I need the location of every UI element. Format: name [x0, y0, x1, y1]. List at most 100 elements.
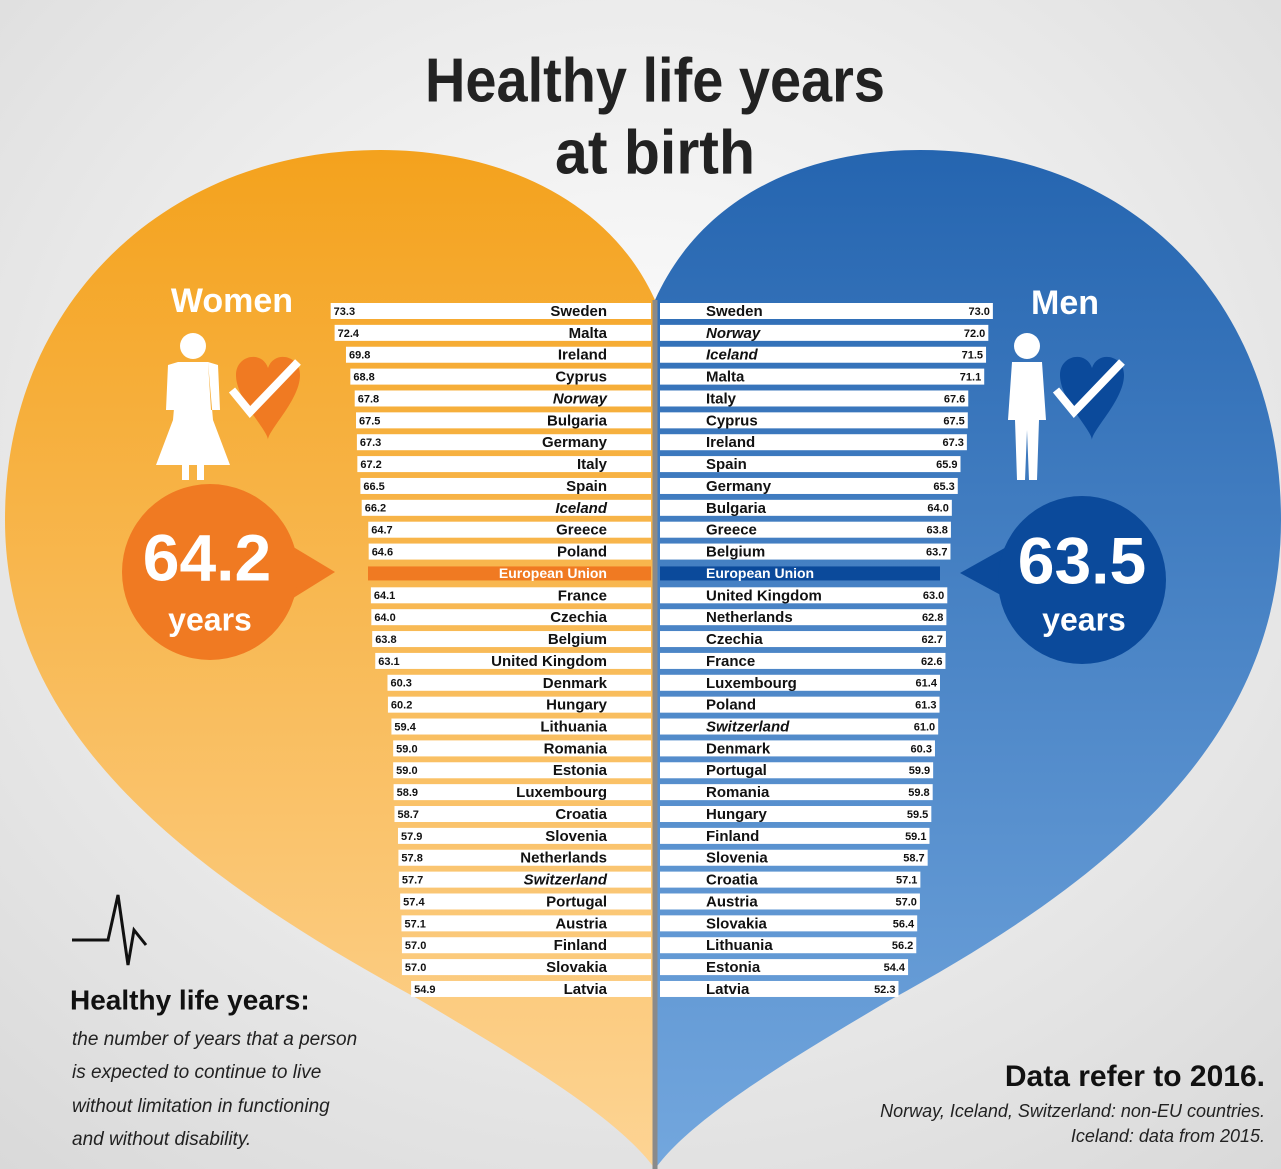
category-label: Belgium [706, 544, 765, 561]
category-label: Austria [706, 893, 758, 910]
bar [401, 915, 651, 931]
category-label: Poland [706, 697, 756, 714]
category-label: Estonia [553, 762, 608, 779]
value-label: 66.2 [365, 503, 386, 515]
bar [360, 478, 651, 494]
value-label: 69.8 [349, 350, 370, 362]
category-label: Lithuania [706, 937, 773, 954]
bar [660, 959, 908, 975]
value-label: 58.7 [397, 809, 418, 821]
bar [400, 893, 651, 909]
category-label: Germany [542, 434, 608, 451]
value-label: 61.4 [916, 678, 938, 690]
value-label: 64.0 [927, 503, 948, 515]
definition-line: the number of years that a person [72, 1029, 357, 1050]
bar [660, 762, 933, 778]
value-label: 57.1 [896, 875, 917, 887]
value-label: 58.7 [903, 853, 924, 865]
category-label: Finland [554, 937, 607, 954]
category-label: Switzerland [524, 872, 608, 889]
definition-line: and without disability. [72, 1129, 251, 1150]
category-label: Luxembourg [516, 784, 607, 801]
category-label: Ireland [706, 434, 755, 451]
value-label: 64.1 [374, 590, 395, 602]
women-average: 64.2 [143, 520, 271, 594]
category-label: Croatia [706, 872, 758, 889]
category-label: Ireland [558, 347, 607, 364]
category-label: Romania [706, 784, 770, 801]
value-label: 59.1 [905, 831, 926, 843]
bar [660, 500, 952, 516]
value-label: 56.4 [893, 918, 915, 930]
value-label: 67.2 [360, 459, 381, 471]
value-label: 57.0 [895, 896, 916, 908]
category-label: Lithuania [540, 718, 607, 735]
bar [660, 893, 920, 909]
category-label: Luxembourg [706, 675, 797, 692]
value-label: 60.3 [911, 743, 932, 755]
bar [660, 850, 928, 866]
value-label: 60.3 [390, 678, 411, 690]
category-label: Netherlands [706, 609, 793, 626]
note-line: Norway, Iceland, Switzerland: non-EU cou… [880, 1101, 1265, 1121]
value-label: 71.5 [962, 350, 983, 362]
value-label: 73.0 [968, 306, 989, 318]
value-label: 57.9 [401, 831, 422, 843]
bar [369, 544, 651, 560]
category-label: Austria [555, 915, 607, 932]
category-label: France [558, 587, 607, 604]
value-label: 63.7 [926, 546, 947, 558]
category-label: Netherlands [520, 850, 607, 867]
value-label: 57.0 [405, 940, 426, 952]
bar [660, 609, 946, 625]
value-label: 59.0 [396, 743, 417, 755]
category-label: Slovakia [706, 915, 768, 932]
category-label: Iceland [555, 500, 608, 517]
value-label: 73.3 [334, 306, 355, 318]
value-label: 58.9 [397, 787, 418, 799]
bar [394, 806, 651, 822]
bar [660, 740, 935, 756]
value-label: 67.8 [358, 393, 379, 405]
category-label: Latvia [564, 981, 608, 998]
value-label: 68.8 [353, 372, 374, 384]
category-label: Malta [569, 325, 608, 342]
value-label: 63.1 [378, 656, 399, 668]
value-label: 59.8 [908, 787, 929, 799]
bar [660, 653, 945, 669]
value-label: 54.9 [414, 984, 435, 996]
value-label: 59.0 [396, 765, 417, 777]
category-label: Poland [557, 544, 607, 561]
value-label: 62.8 [922, 612, 943, 624]
value-label: 64.0 [374, 612, 395, 624]
category-label: Hungary [546, 697, 608, 714]
bar [402, 937, 651, 953]
category-label: Denmark [543, 675, 608, 692]
bar [660, 544, 950, 560]
category-label: United Kingdom [706, 587, 822, 604]
value-label: 63.8 [927, 525, 948, 537]
category-label: Malta [706, 369, 745, 386]
bar [660, 806, 931, 822]
bar [660, 915, 917, 931]
value-label: 59.4 [394, 721, 416, 733]
bar [660, 872, 920, 888]
category-label: Portugal [706, 762, 767, 779]
infographic: Healthy life years at birth Women Men 64… [0, 0, 1281, 1169]
bar [660, 697, 940, 713]
note-line: Iceland: data from 2015. [1071, 1126, 1265, 1146]
category-label: Bulgaria [547, 412, 608, 429]
category-label: Cyprus [706, 412, 758, 429]
title-line: Healthy life years [425, 46, 885, 115]
category-label: Greece [706, 522, 757, 539]
bar [368, 522, 651, 538]
category-label: Sweden [550, 303, 607, 320]
bar [660, 631, 946, 647]
category-label: Hungary [706, 806, 768, 823]
category-label: Italy [577, 456, 608, 473]
value-label: 67.3 [942, 437, 963, 449]
value-label: 72.0 [964, 328, 985, 340]
category-label: Spain [706, 456, 747, 473]
value-label: 67.3 [360, 437, 381, 449]
value-label: 71.1 [960, 372, 981, 384]
